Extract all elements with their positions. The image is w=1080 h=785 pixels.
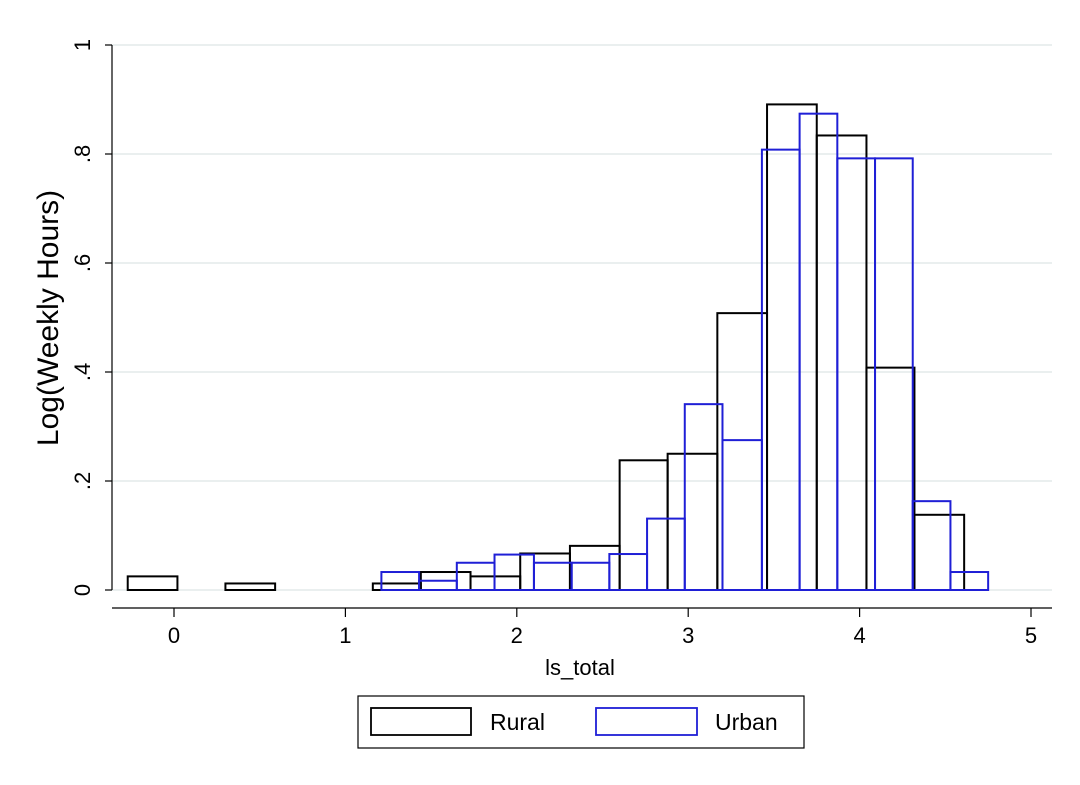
tick-marks: 0 .2 .4 .6 .8 1 0 1 2 3 4 5 bbox=[70, 39, 1037, 648]
urban-bar-15 bbox=[949, 571, 990, 592]
urban-bar-13 bbox=[874, 157, 914, 592]
y-tick-label-0: 0 bbox=[70, 584, 95, 596]
x-tick-label-5: 5 bbox=[1025, 623, 1037, 648]
legend-swatch-rural bbox=[370, 707, 472, 736]
legend: Rural Urban bbox=[357, 695, 805, 749]
legend-frame bbox=[357, 695, 805, 749]
x-tick-label-1: 1 bbox=[339, 623, 351, 648]
x-tick-label-0: 0 bbox=[168, 623, 180, 648]
axes bbox=[111, 45, 1052, 609]
y-tick-label-1: .2 bbox=[70, 472, 95, 490]
y-tick-label-5: 1 bbox=[70, 39, 95, 51]
rural-bar-0 bbox=[126, 575, 179, 591]
rural-bar-1 bbox=[224, 582, 277, 592]
legend-swatch-urban bbox=[595, 707, 698, 736]
urban-bars bbox=[380, 112, 990, 592]
urban-bar-14 bbox=[911, 500, 952, 592]
x-axis-title: ls_total bbox=[545, 655, 615, 680]
legend-label-urban: Urban bbox=[715, 709, 778, 735]
x-tick-label-2: 2 bbox=[511, 623, 523, 648]
x-tick-label-4: 4 bbox=[853, 623, 865, 648]
y-tick-label-2: .4 bbox=[70, 363, 95, 381]
legend-label-rural: Rural bbox=[490, 709, 545, 735]
x-tick-label-3: 3 bbox=[682, 623, 694, 648]
y-axis-title: Log(Weekly Hours) bbox=[32, 190, 65, 446]
y-tick-label-3: .6 bbox=[70, 254, 95, 272]
y-tick-label-4: .8 bbox=[70, 145, 95, 163]
